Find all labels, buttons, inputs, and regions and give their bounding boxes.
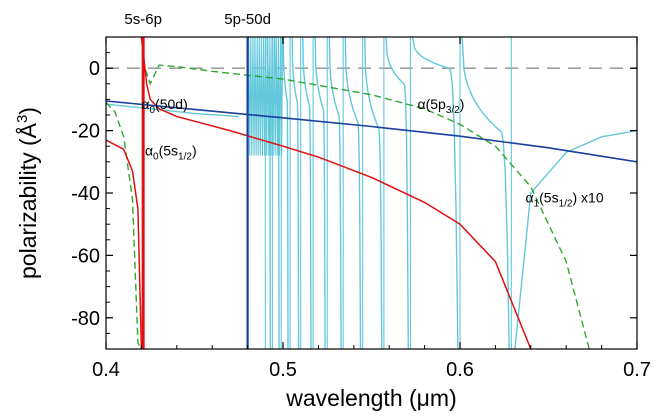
y-axis-label: polarizability (Å3) (14, 107, 41, 279)
series-alpha1-5s12-x10 (106, 37, 590, 349)
series-alpha0-5s12-branch (106, 139, 143, 349)
annotation-alpha0-50d: α0(50d) (141, 96, 187, 116)
ticks-layer: 0.4 0.5 0.6 0.7 0 -20 -40 -60 -80 (71, 36, 651, 381)
series-alpha-5p32-branch (302, 37, 312, 349)
annotation-alpha0-5s: α0(5s1/2) (145, 143, 197, 163)
series-alpha-5p32-branch (364, 37, 383, 349)
top-transition-label: 5s-6p (124, 11, 162, 28)
top-transition-label: 5p-50d (224, 11, 271, 28)
series-alpha0-50d (106, 37, 637, 349)
y-tick-label: -80 (71, 308, 100, 330)
y-axis-exponent: 3 (14, 115, 31, 123)
y-tick-label: -40 (71, 183, 100, 205)
series-alpha-5p32-branch (328, 37, 342, 349)
x-tick-label: 0.6 (446, 359, 474, 381)
series-alpha-5p32-branch (291, 37, 300, 349)
series-alpha1-5s12-x10-branch (106, 102, 143, 349)
series-alpha0-5s12-branch (140, 37, 532, 349)
y-axis-unit: Å (14, 122, 41, 138)
series-alpha-5p32-branch (282, 37, 289, 349)
series-alpha0-50d-line (106, 100, 637, 163)
series-alpha-5p32-branch (411, 37, 459, 349)
x-tick-label: 0.4 (92, 359, 120, 381)
series-alpha-5p32-branch (385, 37, 409, 349)
series-alpha-5p32-branch (266, 37, 271, 349)
series-alpha-5p32-branch (344, 37, 362, 349)
y-tick-label: 0 (89, 58, 100, 80)
x-tick-label: 0.5 (269, 359, 297, 381)
series-alpha-5p32-background (106, 103, 239, 118)
x-axis-label: wavelength (μm) (285, 385, 456, 411)
series-alpha-5p32-branch (314, 37, 326, 349)
series-alpha-5p32-branch (273, 37, 280, 349)
x-tick-label: 0.7 (623, 359, 651, 381)
plot-background (106, 37, 637, 349)
annotation-layer: 5s-6p 5p-50d α0(50d) α0(5s1/2) α(5p3/2) α1(5s… (124, 11, 603, 209)
series-alpha0-5s12 (106, 37, 532, 349)
series-layer (106, 37, 637, 349)
annotation-alpha-5p: α(5p3/2) (418, 96, 465, 116)
y-tick-label: -20 (71, 121, 100, 143)
series-alpha1-5s12-x10-branch (140, 37, 590, 349)
y-tick-label: -60 (71, 245, 100, 267)
series-alpha-5p32-branch (461, 37, 510, 349)
series-alpha-5p32-tail (514, 129, 637, 349)
annotation-alpha1-5s: α1(5s1/2) x10 (525, 189, 603, 209)
series-alpha-5p32 (106, 37, 637, 349)
